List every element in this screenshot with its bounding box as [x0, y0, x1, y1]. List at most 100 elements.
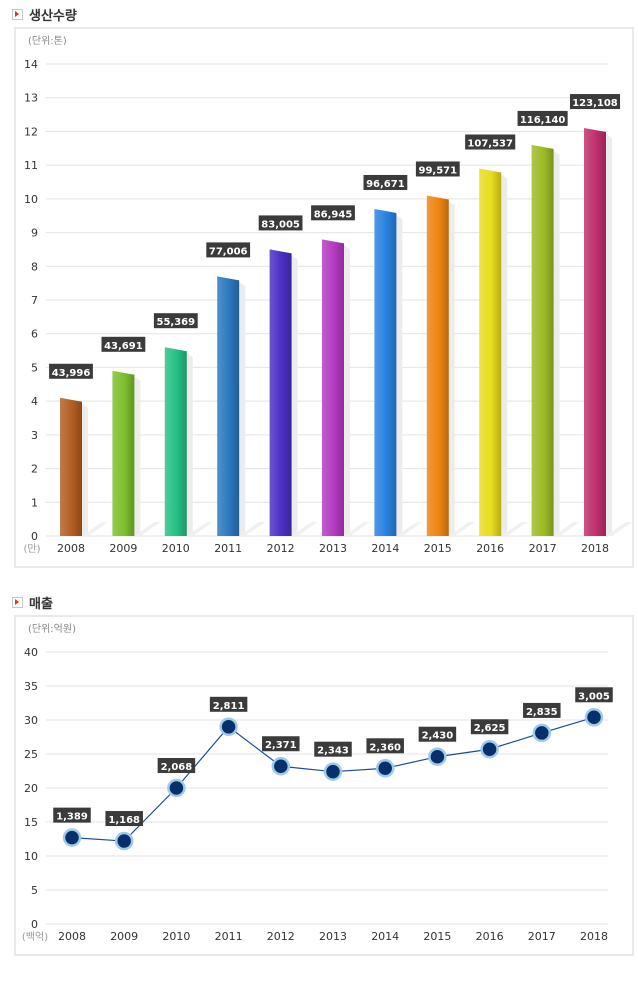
bar-floor-shadow: [134, 522, 161, 536]
data-label-bg: [258, 215, 303, 231]
bar-shadow: [239, 282, 246, 536]
data-label-bg: [311, 205, 355, 221]
data-label: 2,835: [526, 707, 558, 718]
y-tick-label: 10: [24, 850, 38, 863]
bar-floor-shadow: [501, 522, 528, 536]
data-label-bg: [575, 687, 613, 703]
data-label: 1,389: [56, 812, 88, 823]
data-point: [428, 747, 447, 766]
x-tick-label: 2017: [528, 930, 556, 943]
data-point: [114, 831, 134, 851]
y-tick-label: 35: [24, 680, 38, 693]
x-tick-label: 2011: [214, 542, 242, 555]
bar-shadow: [134, 376, 141, 536]
data-label: 2,625: [474, 723, 506, 734]
data-label-bg: [157, 758, 196, 773]
bar-floor-shadow: [82, 522, 108, 536]
data-label: 107,537: [467, 139, 513, 150]
data-label: 2,068: [161, 762, 193, 773]
x-tick-label: 2010: [162, 930, 190, 943]
y-tick-label: 4: [31, 395, 38, 408]
data-label-bg: [366, 738, 404, 754]
data-label: 2,811: [213, 701, 245, 712]
data-label: 116,140: [520, 115, 566, 126]
bar-shadow: [553, 150, 560, 536]
x-tick-label: 2012: [267, 542, 295, 555]
data-label-bg: [314, 741, 352, 757]
data-label-bg: [465, 134, 516, 150]
data-label-bg: [101, 336, 146, 352]
x-tick-label: 2015: [424, 542, 452, 555]
x-tick-label: 2013: [319, 542, 347, 555]
data-label-bg: [206, 242, 251, 258]
data-label-bg: [262, 736, 300, 752]
unit-label: (단위:억원): [28, 622, 76, 635]
data-label: 55,369: [157, 317, 196, 328]
production-section-title: 생산수량: [12, 5, 77, 24]
data-label: 99,571: [419, 165, 458, 176]
y-tick-label: 0: [31, 918, 38, 931]
bar: [374, 208, 397, 536]
data-label: 83,005: [261, 219, 300, 230]
data-label: 2,360: [369, 742, 401, 753]
x-tick-label: 2018: [580, 930, 608, 943]
data-point: [167, 778, 186, 798]
bar: [426, 195, 449, 536]
data-label-bg: [49, 363, 93, 379]
x-tick-label: 2009: [110, 930, 138, 943]
data-label: 2,343: [317, 746, 349, 757]
bar-floor-shadow: [606, 522, 632, 536]
data-label: 43,996: [52, 368, 91, 379]
bar: [164, 347, 187, 536]
y-tick-label: 2: [31, 463, 38, 476]
bullet-arrow-icon: [12, 597, 23, 608]
bar-shadow: [396, 214, 403, 536]
bar-shadow: [291, 255, 298, 536]
data-point: [219, 717, 238, 737]
bar: [60, 397, 82, 536]
data-label: 96,671: [366, 179, 405, 190]
bar: [269, 249, 292, 536]
bar: [322, 239, 344, 537]
y-tick-label: 9: [31, 227, 38, 240]
y-tick-label: 7: [31, 294, 38, 307]
data-point: [532, 723, 552, 743]
data-label: 86,945: [314, 209, 353, 220]
sales-line-chart: (단위:억원) 0 5 10 15 20 25 30 35 40 (백억) 1,389 2008 1,16…: [22, 622, 613, 943]
bullet-arrow-icon: [12, 9, 23, 20]
y-tick-label: 12: [24, 125, 38, 138]
x-tick-label: 2012: [267, 930, 295, 943]
sales-section-title: 매출: [12, 593, 53, 612]
bar-shadow: [186, 353, 193, 536]
data-label-bg: [517, 110, 568, 126]
y-tick-label: 13: [24, 92, 38, 105]
data-point: [584, 708, 604, 727]
y-tick-label: 1: [31, 496, 38, 509]
y-tick-label: 10: [24, 193, 38, 206]
axis-unit-label: (만): [23, 543, 40, 555]
x-tick-label: 2016: [476, 542, 504, 555]
x-tick-label: 2013: [319, 930, 347, 943]
data-label-bg: [523, 702, 561, 718]
y-tick-label: 15: [24, 816, 38, 829]
bar-shadow: [344, 245, 350, 537]
bar-shadow: [448, 201, 455, 536]
data-label-bg: [569, 94, 621, 110]
production-title-text: 생산수량: [29, 9, 77, 24]
bar-floor-shadow: [186, 522, 213, 536]
y-tick-label: 3: [31, 429, 38, 442]
y-tick-label: 5: [31, 884, 38, 897]
production-bar-chart: (단위:톤)01234567891011121314(만)43,99620084…: [23, 34, 632, 555]
bar-shadow: [501, 174, 508, 536]
x-tick-label: 2008: [57, 542, 85, 555]
x-tick-label: 2017: [529, 542, 557, 555]
x-tick-label: 2018: [581, 542, 609, 555]
data-label: 2,430: [422, 731, 454, 742]
x-tick-label: 2008: [58, 930, 86, 943]
bar-floor-shadow: [239, 522, 266, 536]
bar-floor-shadow: [344, 522, 370, 536]
x-tick-label: 2010: [162, 542, 190, 555]
data-label: 123,108: [572, 98, 618, 109]
bar-shadow: [82, 403, 88, 536]
sales-chart-panel: (단위:억원) 0 5 10 15 20 25 30 35 40 (백억) 1,389 2008 1,16…: [14, 615, 634, 956]
